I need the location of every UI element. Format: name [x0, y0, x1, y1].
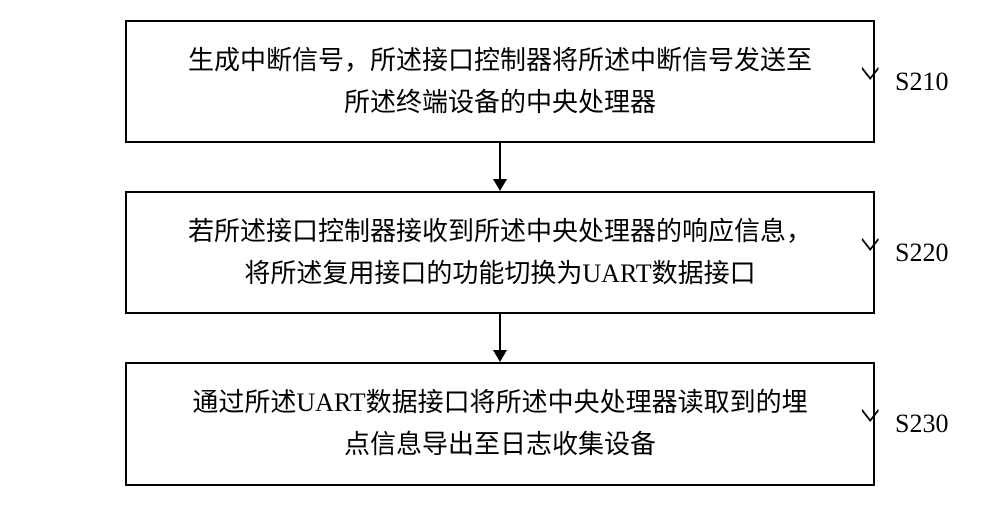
- node-wrapper-s220: 若所述接口控制器接收到所述中央处理器的响应信息， 将所述复用接口的功能切换为UA…: [0, 191, 1000, 314]
- flowchart-node-s230: 通过所述UART数据接口将所述中央处理器读取到的埋 点信息导出至日志收集设备: [125, 362, 875, 485]
- arrow-connector: [488, 143, 512, 191]
- flowchart-node-s210: 生成中断信号，所述接口控制器将所述中断信号发送至 所述终端设备的中央处理器: [125, 20, 875, 143]
- brace-icon: ﹀: [861, 56, 879, 108]
- flowchart-node-s220: 若所述接口控制器接收到所述中央处理器的响应信息， 将所述复用接口的功能切换为UA…: [125, 191, 875, 314]
- flowchart-container: 生成中断信号，所述接口控制器将所述中断信号发送至 所述终端设备的中央处理器 ﹀ …: [0, 0, 1000, 486]
- node-text-line: 若所述接口控制器接收到所述中央处理器的响应信息，: [157, 211, 843, 253]
- step-label-s210: S210: [895, 67, 948, 97]
- node-text-line: 点信息导出至日志收集设备: [157, 424, 843, 466]
- node-text-line: 生成中断信号，所述接口控制器将所述中断信号发送至: [157, 40, 843, 82]
- arrow-connector: [488, 314, 512, 362]
- arrow-down-icon: [488, 314, 512, 362]
- step-label-s230: S230: [895, 409, 948, 439]
- arrow-down-icon: [488, 143, 512, 191]
- step-label-s220: S220: [895, 238, 948, 268]
- node-text-line: 通过所述UART数据接口将所述中央处理器读取到的埋: [157, 382, 843, 424]
- brace-icon: ﹀: [861, 398, 879, 450]
- node-text-line: 所述终端设备的中央处理器: [157, 82, 843, 124]
- node-text-line: 将所述复用接口的功能切换为UART数据接口: [157, 253, 843, 295]
- node-wrapper-s210: 生成中断信号，所述接口控制器将所述中断信号发送至 所述终端设备的中央处理器 ﹀ …: [0, 20, 1000, 143]
- node-wrapper-s230: 通过所述UART数据接口将所述中央处理器读取到的埋 点信息导出至日志收集设备 ﹀…: [0, 362, 1000, 485]
- brace-icon: ﹀: [861, 227, 879, 279]
